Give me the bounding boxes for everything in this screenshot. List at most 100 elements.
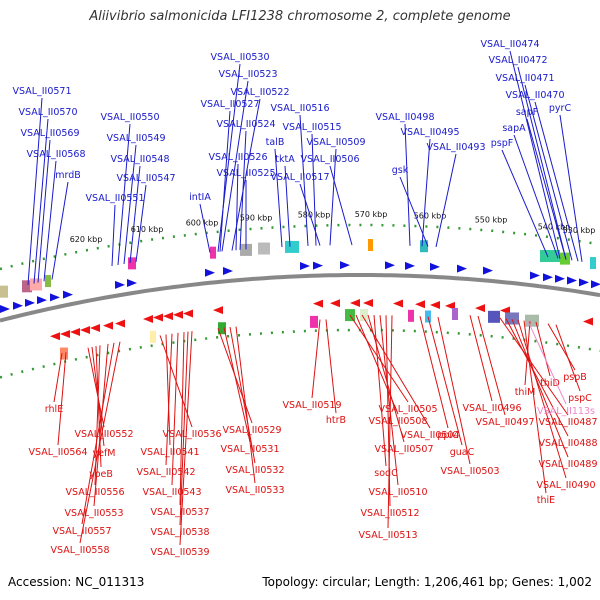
leader-line <box>81 342 115 525</box>
gene-label: ppiC <box>437 430 459 441</box>
forward-gene-arrow <box>385 261 395 270</box>
gene-label: pspC <box>568 393 592 404</box>
gene-label: thiD <box>540 378 560 389</box>
accession-text: Accession: NC_011313 <box>8 575 145 589</box>
leader-line <box>547 323 576 371</box>
gene-label: VSAL_II0522 <box>230 87 289 98</box>
reverse-gene-arrow <box>153 313 163 322</box>
leader-line <box>33 118 49 284</box>
leader-line <box>123 144 137 265</box>
reverse-gene-arrow <box>143 314 153 323</box>
gene-category-block <box>590 257 596 270</box>
leader-line <box>427 316 463 446</box>
leader-line <box>329 165 353 246</box>
gene-label: VSAL_II0505 <box>378 404 437 415</box>
map-title: Aliivibrio salmonicida LFI1238 chromosom… <box>89 9 511 24</box>
reverse-gene-arrow <box>103 321 113 330</box>
reverse-gene-arrow <box>173 310 183 319</box>
reverse-gene-arrow <box>80 325 90 334</box>
gene-label: VSAL_II0509 <box>306 137 365 148</box>
leader-line <box>535 321 551 377</box>
gene-label: VSAL_II0503 <box>440 466 499 477</box>
leader-line <box>199 203 211 253</box>
kbp-tick-label: 530 kbp <box>563 226 596 235</box>
reverse-gene-arrow <box>445 301 455 310</box>
leader-line <box>501 149 549 258</box>
gene-label: rhlE <box>45 404 63 415</box>
leader-line <box>513 134 559 259</box>
leader-line <box>51 181 69 280</box>
forward-gene-arrow <box>0 304 10 313</box>
leader-line <box>437 317 471 465</box>
leader-line <box>79 341 121 544</box>
gene-label: VSAL_II0569 <box>20 128 79 139</box>
gene-label: VSAL_II0504 <box>400 430 459 441</box>
gene-label: thiM <box>515 387 536 398</box>
leader-line <box>53 353 63 403</box>
forward-gene-arrow <box>115 280 125 289</box>
leader-line <box>223 327 251 443</box>
leader-line <box>165 333 173 466</box>
gene-category-block <box>505 312 519 325</box>
gene-label: VSAL_II0543 <box>142 487 201 498</box>
gene-label: VSAL_II0471 <box>495 73 554 84</box>
gene-label: guaC <box>450 447 475 458</box>
leader-line <box>43 160 57 282</box>
leader-line <box>387 315 393 529</box>
gene-label: VSAL_II0496 <box>462 403 521 414</box>
leader-line <box>379 315 399 486</box>
gene-label: sapA <box>502 123 526 134</box>
gene-category-block <box>45 275 51 288</box>
gene-category-block <box>488 310 500 323</box>
gene-category-block <box>525 314 539 327</box>
gene-category-block <box>310 315 318 328</box>
gene-label: tktA <box>275 154 295 165</box>
leader-line <box>129 165 141 264</box>
forward-gene-arrow <box>430 262 440 271</box>
leader-line <box>135 184 147 263</box>
gene-category-block <box>425 310 431 323</box>
gene-label: VSAL_II0532 <box>225 465 284 476</box>
gene-label: VSAL_II0523 <box>218 69 277 80</box>
reverse-gene-arrow <box>350 299 360 308</box>
reverse-gene-arrow <box>213 306 223 315</box>
gene-label: VSAL_II0564 <box>28 447 87 458</box>
leader-line <box>325 319 337 414</box>
gene-label: VSAL_II113s <box>537 406 595 417</box>
reverse-gene-arrow <box>90 324 100 332</box>
gene-label: VSAL_II0513 <box>358 530 417 541</box>
forward-gene-arrow <box>63 290 73 299</box>
gene-label: VSAL_II0487 <box>538 417 597 428</box>
gene-label: VSAL_II0470 <box>505 90 564 101</box>
reverse-gene-arrow <box>313 299 323 308</box>
leader-line <box>95 346 102 468</box>
leader-line <box>235 163 239 251</box>
gene-label: VSAL_II0526 <box>208 152 267 163</box>
forward-gene-arrow <box>37 296 47 305</box>
gene-label: VSAL_II0547 <box>116 173 175 184</box>
forward-gene-arrow <box>579 278 589 287</box>
gene-category-block <box>218 322 226 335</box>
gene-label: VSAL_II0549 <box>106 133 165 144</box>
gene-label: VSAL_II0495 <box>400 127 459 138</box>
leader-line <box>111 204 116 267</box>
leader-line <box>505 318 569 437</box>
gene-label: sodC <box>374 468 398 479</box>
leader-line <box>37 139 51 283</box>
leader-line <box>559 114 583 262</box>
gene-category-block <box>258 242 270 255</box>
leader-line <box>229 326 256 464</box>
gene-category-block <box>360 309 368 321</box>
forward-gene-arrow <box>300 262 310 271</box>
reverse-gene-arrow <box>60 330 70 339</box>
gene-label: VSAL_II0538 <box>150 527 209 538</box>
gene-category-block <box>285 240 299 253</box>
gene-label: VSAL_II0542 <box>136 467 195 478</box>
leader-line <box>93 343 109 507</box>
leader-line <box>329 148 337 246</box>
gene-category-block <box>128 257 136 270</box>
leader-line <box>517 319 567 479</box>
gene-label: VSAL_II0524 <box>216 119 275 130</box>
gene-label: VSAL_II0515 <box>282 122 341 133</box>
